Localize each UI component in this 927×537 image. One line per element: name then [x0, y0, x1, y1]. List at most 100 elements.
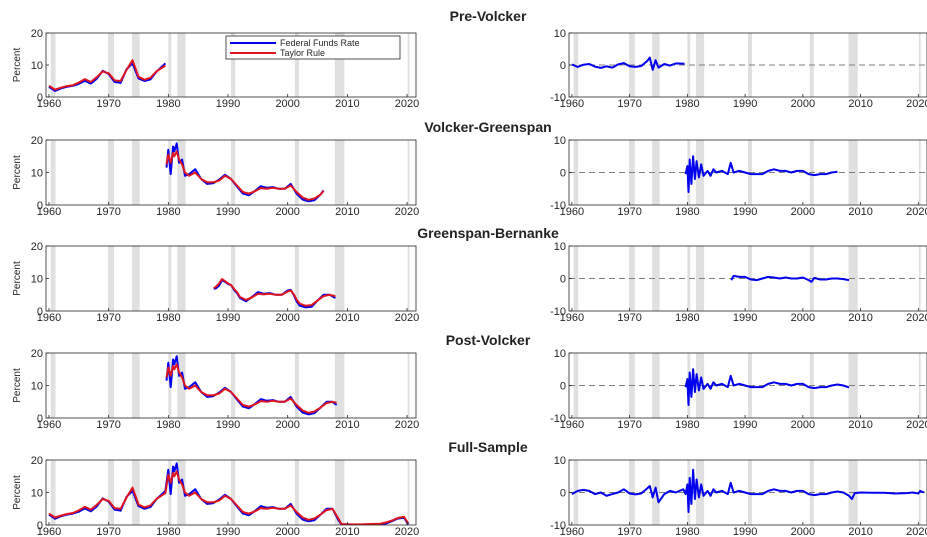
y-tick-label: 10	[554, 241, 566, 253]
x-tick-label: 2010	[335, 312, 359, 324]
x-tick-label: 1990	[216, 312, 240, 324]
x-tick-label: 1980	[675, 98, 699, 110]
recession-band-9	[407, 33, 410, 97]
panel-title: Post-Volcker	[446, 332, 531, 348]
recession-band-3	[131, 246, 140, 311]
series-line-taylor	[165, 363, 337, 414]
plot-area	[569, 353, 927, 418]
y-tick-label: 20	[31, 455, 43, 467]
panel-title: Full-Sample	[448, 439, 528, 455]
y-tick-label: 0	[37, 200, 43, 212]
recession-band-6	[231, 460, 236, 525]
x-tick-label: 1970	[96, 312, 120, 324]
recession-band-1	[50, 33, 56, 97]
x-tick-label: 1980	[156, 419, 180, 431]
y-tick-label: -10	[550, 413, 566, 425]
recession-band-2	[108, 246, 115, 311]
x-tick-label: 2000	[275, 98, 299, 110]
y-tick-label: 10	[31, 381, 43, 393]
plot-area	[50, 353, 410, 418]
chart-panel-4: 1960 1970 1980 1990 2000 2010 2020 -10 0 10	[550, 135, 927, 218]
y-axis-label: Percent	[12, 155, 23, 190]
panel-title: Pre-Volcker	[450, 8, 527, 24]
x-tick-label: 1960	[37, 206, 61, 218]
y-tick-label: 10	[31, 274, 43, 286]
recession-band-9	[407, 460, 410, 525]
recession-band-6	[231, 140, 236, 205]
x-tick-label: 1960	[560, 206, 584, 218]
series-line-gap	[571, 56, 685, 71]
y-tick-label: 0	[560, 274, 566, 286]
y-axis-label: Percent	[12, 48, 23, 83]
x-tick-label: 2010	[848, 206, 872, 218]
recession-band-2	[108, 140, 115, 205]
recession-band-3	[652, 33, 660, 97]
x-tick-label: 1970	[96, 419, 120, 431]
recession-band-7	[294, 140, 300, 205]
recession-band-1	[573, 353, 579, 418]
recession-band-8	[334, 140, 345, 205]
x-tick-label: 1960	[560, 419, 584, 431]
y-tick-label: 10	[31, 60, 43, 72]
x-tick-label: 1980	[675, 206, 699, 218]
x-tick-label: 2020	[906, 312, 927, 324]
recession-band-4	[168, 33, 172, 97]
recession-band-3	[131, 353, 140, 418]
series-line-fed-funds	[48, 462, 410, 525]
x-tick-label: 2020	[395, 98, 419, 110]
series-line-taylor	[48, 470, 410, 525]
x-tick-label: 1980	[675, 419, 699, 431]
y-tick-label: -10	[550, 520, 566, 532]
recession-band-1	[573, 246, 579, 311]
x-tick-label: 2020	[395, 312, 419, 324]
x-tick-label: 2000	[275, 526, 299, 537]
x-tick-label: 2010	[335, 526, 359, 537]
x-tick-label: 1970	[617, 419, 641, 431]
y-tick-label: 20	[31, 135, 43, 147]
y-tick-label: 0	[37, 306, 43, 318]
chart-panel-1: 1960 1970 1980 1990 2000 2010 2020 0 10 20 Percent…	[12, 8, 527, 110]
plot-area	[48, 33, 410, 97]
x-tick-label: 1990	[733, 526, 757, 537]
x-tick-label: 2020	[395, 206, 419, 218]
recession-band-6	[231, 246, 236, 311]
x-tick-label: 1970	[96, 98, 120, 110]
plot-area	[50, 140, 410, 205]
recession-band-8	[334, 246, 345, 311]
x-tick-label: 1980	[156, 206, 180, 218]
plot-area	[48, 460, 410, 525]
recession-band-3	[131, 140, 140, 205]
recession-band-4	[687, 246, 691, 311]
y-tick-label: 20	[31, 28, 43, 40]
y-tick-label: 0	[560, 168, 566, 180]
recession-band-6	[231, 33, 236, 97]
recession-band-5	[177, 460, 186, 525]
chart-panel-5: 1960 1970 1980 1990 2000 2010 2020 0 10 20 Percent…	[12, 225, 559, 324]
x-tick-label: 2010	[848, 98, 872, 110]
y-tick-label: -10	[550, 92, 566, 104]
y-tick-label: 10	[31, 168, 43, 180]
recession-band-2	[108, 460, 115, 525]
x-tick-label: 1970	[617, 312, 641, 324]
y-tick-label: 0	[37, 92, 43, 104]
series-line-gap	[730, 274, 850, 283]
x-tick-label: 1970	[617, 98, 641, 110]
x-tick-label: 2000	[791, 98, 815, 110]
y-axis-label: Percent	[12, 475, 23, 510]
recession-band-6	[231, 353, 236, 418]
x-tick-label: 1980	[156, 98, 180, 110]
recession-band-1	[50, 246, 56, 311]
series-line-taylor	[213, 278, 336, 307]
x-tick-label: 2010	[848, 419, 872, 431]
y-tick-label: 0	[560, 488, 566, 500]
x-tick-label: 2020	[906, 526, 927, 537]
y-axis-label: Percent	[12, 261, 23, 296]
plot-area	[569, 140, 927, 205]
x-tick-label: 1960	[37, 526, 61, 537]
x-tick-label: 1990	[216, 206, 240, 218]
x-tick-label: 2020	[395, 526, 419, 537]
recession-band-5	[177, 140, 186, 205]
x-tick-label: 1990	[733, 312, 757, 324]
y-tick-label: 10	[554, 28, 566, 40]
x-tick-label: 1960	[37, 98, 61, 110]
